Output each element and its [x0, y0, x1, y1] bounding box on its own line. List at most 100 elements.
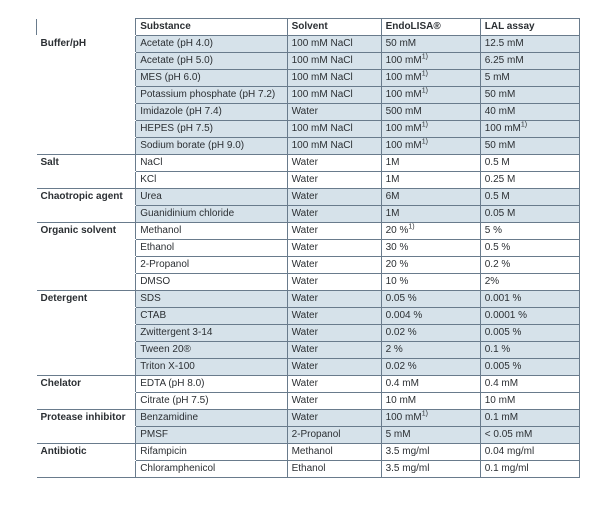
table-row: DetergentSDSWater0.05 %0.001 % — [37, 291, 580, 308]
substance-cell: Acetate (pH 4.0) — [136, 36, 287, 53]
lal-cell: 0.0001 % — [480, 308, 579, 325]
category-cell — [37, 104, 136, 121]
lal-cell: 0.25 M — [480, 172, 579, 189]
table-row: ChloramphenicolEthanol3.5 mg/ml0.1 mg/ml — [37, 461, 580, 478]
table-row: 2-PropanolWater20 %0.2 % — [37, 257, 580, 274]
endolisa-cell: 500 mM — [381, 104, 480, 121]
lal-cell: 5 % — [480, 223, 579, 240]
table-row: Triton X-100Water0.02 %0.005 % — [37, 359, 580, 376]
substance-cell: Guanidinium chloride — [136, 206, 287, 223]
lal-cell: 6.25 mM — [480, 53, 579, 70]
substance-cell: EDTA (pH 8.0) — [136, 376, 287, 393]
col-substance: Substance — [136, 19, 287, 36]
solvent-cell: Methanol — [287, 444, 381, 461]
substance-cell: Methanol — [136, 223, 287, 240]
table-row: Chaotropic agentUreaWater6M0.5 M — [37, 189, 580, 206]
category-cell: Buffer/pH — [37, 36, 136, 53]
lal-cell: 5 mM — [480, 70, 579, 87]
substance-cell: PMSF — [136, 427, 287, 444]
col-endolisa: EndoLISA® — [381, 19, 480, 36]
lal-cell: 10 mM — [480, 393, 579, 410]
lal-cell: 0.5 M — [480, 189, 579, 206]
endolisa-cell: 100 mM1) — [381, 87, 480, 104]
lal-cell: 0.5 M — [480, 155, 579, 172]
category-cell: Chaotropic agent — [37, 189, 136, 206]
endolisa-cell: 2 % — [381, 342, 480, 359]
substance-table: SubstanceSolventEndoLISA®LAL assayBuffer… — [36, 18, 580, 478]
endolisa-cell: 100 mM1) — [381, 138, 480, 155]
table-row: Guanidinium chlorideWater1M0.05 M — [37, 206, 580, 223]
category-cell — [37, 325, 136, 342]
category-cell: Organic solvent — [37, 223, 136, 240]
table-row: Citrate (pH 7.5)Water10 mM10 mM — [37, 393, 580, 410]
substance-cell: Benzamidine — [136, 410, 287, 427]
table-row: Imidazole (pH 7.4)Water500 mM40 mM — [37, 104, 580, 121]
table-row: AntibioticRifampicinMethanol3.5 mg/ml0.0… — [37, 444, 580, 461]
endolisa-cell: 30 % — [381, 240, 480, 257]
endolisa-cell: 3.5 mg/ml — [381, 461, 480, 478]
category-cell — [37, 274, 136, 291]
table-row: HEPES (pH 7.5)100 mM NaCl100 mM1)100 mM1… — [37, 121, 580, 138]
table-row: Sodium borate (pH 9.0)100 mM NaCl100 mM1… — [37, 138, 580, 155]
solvent-cell: Water — [287, 223, 381, 240]
solvent-cell: 100 mM NaCl — [287, 87, 381, 104]
header-row: SubstanceSolventEndoLISA®LAL assay — [37, 19, 580, 36]
category-cell — [37, 138, 136, 155]
solvent-cell: 2-Propanol — [287, 427, 381, 444]
endolisa-cell: 100 mM1) — [381, 410, 480, 427]
solvent-cell: Water — [287, 206, 381, 223]
endolisa-cell: 1M — [381, 172, 480, 189]
table-row: MES (pH 6.0)100 mM NaCl100 mM1)5 mM — [37, 70, 580, 87]
endolisa-cell: 0.05 % — [381, 291, 480, 308]
substance-cell: Urea — [136, 189, 287, 206]
lal-cell: 0.005 % — [480, 325, 579, 342]
lal-cell: 50 mM — [480, 138, 579, 155]
solvent-cell: Water — [287, 104, 381, 121]
substance-cell: DMSO — [136, 274, 287, 291]
category-cell: Antibiotic — [37, 444, 136, 461]
lal-cell: 50 mM — [480, 87, 579, 104]
substance-cell: SDS — [136, 291, 287, 308]
endolisa-cell: 100 mM1) — [381, 53, 480, 70]
lal-cell: 0.4 mM — [480, 376, 579, 393]
category-cell — [37, 257, 136, 274]
substance-cell: NaCl — [136, 155, 287, 172]
substance-cell: Ethanol — [136, 240, 287, 257]
substance-cell: Sodium borate (pH 9.0) — [136, 138, 287, 155]
table-row: PMSF2-Propanol5 mM< 0.05 mM — [37, 427, 580, 444]
substance-cell: Citrate (pH 7.5) — [136, 393, 287, 410]
category-cell — [37, 393, 136, 410]
endolisa-cell: 50 mM — [381, 36, 480, 53]
table-row: Buffer/pHAcetate (pH 4.0)100 mM NaCl50 m… — [37, 36, 580, 53]
solvent-cell: Water — [287, 257, 381, 274]
solvent-cell: Water — [287, 410, 381, 427]
table-row: Organic solventMethanolWater20 %1)5 % — [37, 223, 580, 240]
category-cell: Salt — [37, 155, 136, 172]
category-cell: Protease inhibitor — [37, 410, 136, 427]
lal-cell: 0.1 mg/ml — [480, 461, 579, 478]
table-row: DMSOWater10 %2% — [37, 274, 580, 291]
endolisa-cell: 10 mM — [381, 393, 480, 410]
lal-cell: 0.05 M — [480, 206, 579, 223]
table-row: KClWater1M0.25 M — [37, 172, 580, 189]
category-cell — [37, 206, 136, 223]
category-cell — [37, 121, 136, 138]
table-row: Potassium phosphate (pH 7.2)100 mM NaCl1… — [37, 87, 580, 104]
endolisa-cell: 100 mM1) — [381, 70, 480, 87]
lal-cell: 0.04 mg/ml — [480, 444, 579, 461]
solvent-cell: Water — [287, 308, 381, 325]
endolisa-cell: 5 mM — [381, 427, 480, 444]
lal-cell: 0.005 % — [480, 359, 579, 376]
category-cell — [37, 240, 136, 257]
endolisa-cell: 10 % — [381, 274, 480, 291]
table-container: SubstanceSolventEndoLISA®LAL assayBuffer… — [0, 0, 600, 520]
table-row: Protease inhibitorBenzamidineWater100 mM… — [37, 410, 580, 427]
substance-cell: Tween 20® — [136, 342, 287, 359]
solvent-cell: 100 mM NaCl — [287, 121, 381, 138]
lal-cell: 0.1 % — [480, 342, 579, 359]
endolisa-cell: 3.5 mg/ml — [381, 444, 480, 461]
solvent-cell: Water — [287, 155, 381, 172]
lal-cell: 0.1 mM — [480, 410, 579, 427]
table-row: EthanolWater30 %0.5 % — [37, 240, 580, 257]
solvent-cell: Water — [287, 393, 381, 410]
